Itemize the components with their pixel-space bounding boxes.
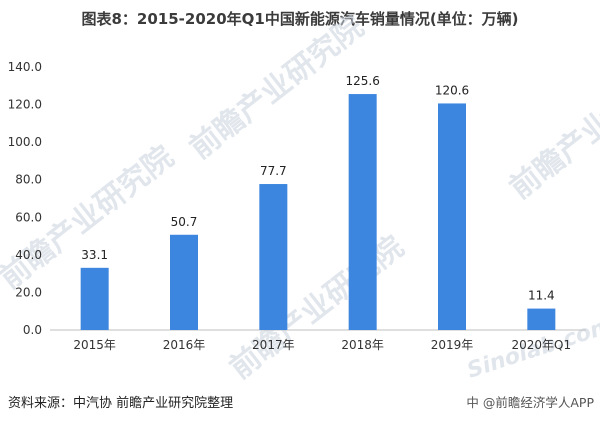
x-tick-label: 2016年: [163, 338, 206, 352]
data-label: 77.7: [260, 164, 287, 178]
data-label: 50.7: [171, 215, 198, 229]
watermark-brand-4: 前瞻产业研究院: [503, 49, 600, 206]
chart-title: 图表8：2015-2020年Q1中国新能源汽车销量情况(单位：万辆): [81, 10, 519, 28]
bar-layer: [80, 94, 556, 331]
app-watermark: 中 @前瞻经济学人APP: [466, 395, 594, 410]
bar-6: [527, 308, 556, 330]
label-layer: 33.1 2015年 50.7 2016年 77.7 2017年 125.6 2018年 120…: [73, 74, 571, 352]
watermark-brand-3: 前瞻产业研究院: [223, 229, 410, 386]
watermark-brand-1: 前瞻产业研究院: [183, 9, 370, 166]
data-label: 125.6: [345, 74, 379, 88]
x-tick-label: 2020年Q1: [512, 338, 572, 352]
y-tick-label: 80.0: [15, 173, 42, 187]
y-tick-label: 100.0: [8, 135, 42, 149]
x-tick-label: 2019年: [431, 338, 474, 352]
y-tick-label: 0.0: [23, 323, 42, 337]
y-tick-label: 120.0: [8, 98, 42, 112]
data-label: 120.6: [435, 83, 469, 97]
bar-1: [80, 267, 109, 330]
y-tick-label: 20.0: [15, 285, 42, 299]
data-label: 11.4: [528, 289, 555, 303]
data-label: 33.1: [81, 248, 108, 262]
y-tick-label: 40.0: [15, 248, 42, 262]
y-tick-label: 140.0: [8, 60, 42, 74]
y-tick-label: 60.0: [15, 210, 42, 224]
x-tick-label: 2015年: [73, 338, 116, 352]
bar-2: [170, 234, 198, 330]
x-tick-label: 2017年: [252, 338, 295, 352]
bar-3: [259, 184, 288, 330]
axis-layer: 0.0 20.0 40.0 60.0 80.0 100.0 120.0 140.0: [8, 60, 586, 337]
bar-4: [348, 94, 377, 331]
source-note: 资料来源：中汽协 前瞻产业研究院整理: [8, 396, 234, 411]
bar-5: [438, 103, 466, 331]
x-tick-label: 2018年: [341, 338, 384, 352]
